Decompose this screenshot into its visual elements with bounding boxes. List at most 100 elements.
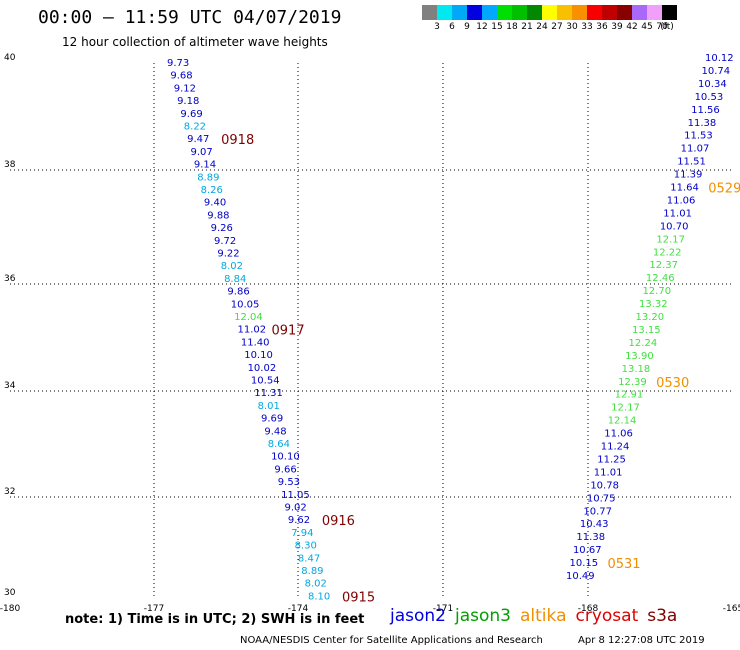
swh-value: 11.06 bbox=[604, 429, 633, 440]
swh-value: 10.75 bbox=[587, 493, 616, 504]
swh-value: 9.07 bbox=[191, 147, 213, 158]
x-tick-label: -174 bbox=[288, 604, 309, 614]
legend-swatch bbox=[437, 5, 452, 20]
legend-label: 27 bbox=[551, 22, 563, 32]
time-label: 0917 bbox=[272, 324, 305, 339]
swh-value: 11.24 bbox=[601, 442, 630, 453]
x-tick-label: -165 bbox=[723, 604, 740, 614]
swh-value: 13.32 bbox=[639, 299, 668, 310]
swh-value: 10.54 bbox=[251, 376, 280, 387]
map-axis-labels: -180 -177 -174 -171 -168 -165 40 38 36 34 32 30 bbox=[0, 53, 740, 614]
legend-label: 39 bbox=[611, 22, 623, 32]
swh-value: 12.70 bbox=[642, 286, 671, 297]
footer-timestamp: Apr 8 12:27:08 UTC 2019 bbox=[578, 635, 705, 646]
swh-value: 9.14 bbox=[194, 160, 216, 171]
swh-value: 9.18 bbox=[177, 96, 199, 107]
legend-swatch bbox=[512, 5, 527, 20]
swh-value: 9.69 bbox=[180, 109, 202, 120]
swh-value: 9.68 bbox=[170, 71, 192, 82]
track-right: 10.12 10.74 10.34 10.53 11.56 11.38 11.53 11.07… bbox=[566, 53, 740, 582]
swh-value: 12.04 bbox=[234, 312, 263, 323]
swh-value: 12.46 bbox=[646, 273, 675, 284]
swh-value: 11.53 bbox=[684, 131, 713, 142]
legend-swatch bbox=[467, 5, 482, 20]
swh-value: 12.24 bbox=[629, 338, 658, 349]
satellite-altika: altika bbox=[520, 606, 567, 626]
time-label: 0915 bbox=[342, 590, 375, 605]
legend-label: 18 bbox=[506, 22, 518, 32]
color-scale-legend bbox=[422, 5, 677, 20]
swh-value: 8.02 bbox=[305, 579, 327, 590]
swh-value: 11.51 bbox=[677, 157, 706, 168]
track-left: 9.739.689.129.189.698.229.479.079.148.89… bbox=[167, 58, 375, 605]
swh-value: 8.30 bbox=[295, 541, 317, 552]
swh-value: 8.10 bbox=[308, 591, 330, 602]
swh-value: 10.02 bbox=[248, 363, 277, 374]
swh-value: 11.06 bbox=[667, 195, 696, 206]
legend-swatch bbox=[497, 5, 512, 20]
swh-value: 13.18 bbox=[622, 364, 651, 375]
swh-value: 9.48 bbox=[264, 426, 286, 437]
swh-value: 10.74 bbox=[702, 66, 731, 77]
swh-value: 12.14 bbox=[608, 416, 637, 427]
y-tick-label: 32 bbox=[4, 487, 15, 497]
satellite-jason3: jason3 bbox=[455, 606, 511, 626]
swh-value: 9.26 bbox=[211, 223, 233, 234]
swh-value: 12.22 bbox=[653, 247, 682, 258]
swh-value: 12.17 bbox=[656, 234, 685, 245]
legend-swatch bbox=[482, 5, 497, 20]
legend-label: 30 bbox=[566, 22, 578, 32]
swh-value: 9.47 bbox=[187, 134, 209, 145]
legend-swatch bbox=[617, 5, 632, 20]
swh-value: 11.64 bbox=[670, 183, 699, 194]
time-label: 0530 bbox=[656, 376, 689, 391]
satellite-legend: jason2 jason3 altika cryosat s3a bbox=[390, 606, 686, 626]
swh-value: 10.43 bbox=[580, 519, 609, 530]
swh-value: 12.39 bbox=[618, 377, 647, 388]
swh-value: 9.88 bbox=[207, 210, 229, 221]
swh-value: 11.05 bbox=[281, 490, 310, 501]
map-grid bbox=[10, 63, 733, 598]
swh-value: 12.17 bbox=[611, 403, 640, 414]
time-label: 0531 bbox=[607, 557, 640, 572]
swh-value: 10.78 bbox=[590, 480, 619, 491]
page-title: 00:00 – 11:59 UTC 04/07/2019 bbox=[38, 7, 342, 28]
swh-value: 9.73 bbox=[167, 58, 189, 69]
x-tick-label: -177 bbox=[144, 604, 164, 614]
swh-value: 8.89 bbox=[197, 172, 219, 183]
swh-value: 11.38 bbox=[688, 118, 717, 129]
y-tick-label: 36 bbox=[4, 274, 16, 284]
swh-value: 10.53 bbox=[695, 92, 724, 103]
swh-value: 11.38 bbox=[576, 532, 605, 543]
swh-value: 11.01 bbox=[594, 467, 623, 478]
legend-swatch bbox=[587, 5, 602, 20]
swh-value: 11.25 bbox=[597, 454, 626, 465]
swh-value: 10.15 bbox=[569, 558, 598, 569]
swh-value: 10.12 bbox=[705, 53, 734, 64]
swh-value: 11.07 bbox=[681, 144, 710, 155]
legend-swatch bbox=[572, 5, 587, 20]
swh-value: 9.86 bbox=[227, 287, 249, 298]
swh-value: 11.39 bbox=[674, 170, 703, 181]
swh-value: 11.31 bbox=[254, 388, 283, 399]
swh-value: 10.10 bbox=[244, 350, 273, 361]
x-tick-label: -168 bbox=[578, 604, 599, 614]
swh-value: 10.49 bbox=[566, 571, 595, 582]
legend-swatch bbox=[602, 5, 617, 20]
page-subtitle: 12 hour collection of altimeter wave hei… bbox=[62, 35, 328, 49]
swh-value: 10.67 bbox=[573, 545, 602, 556]
legend-swatch bbox=[452, 5, 467, 20]
legend-label: 9 bbox=[464, 22, 470, 32]
swh-value: 12.37 bbox=[649, 260, 678, 271]
swh-value: 9.02 bbox=[285, 503, 307, 514]
legend-swatch bbox=[542, 5, 557, 20]
legend-label: 42 bbox=[626, 22, 638, 32]
swh-value: 8.26 bbox=[201, 185, 223, 196]
swh-value: 9.22 bbox=[217, 249, 239, 260]
legend-swatch bbox=[647, 5, 662, 20]
legend-label: 36 bbox=[596, 22, 608, 32]
time-label: 0916 bbox=[322, 514, 355, 529]
swh-value: 8.89 bbox=[301, 566, 323, 577]
y-tick-label: 30 bbox=[4, 588, 16, 598]
